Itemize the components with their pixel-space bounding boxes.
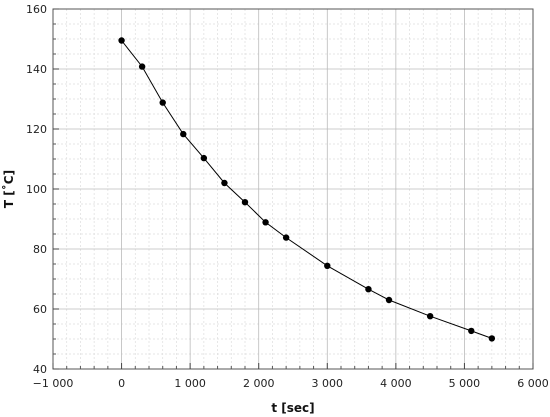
y-tick-labels: 40 60 80 100 120 140 160 [26,3,47,376]
axis-ticks [52,8,534,370]
data-point [138,63,146,70]
x-tick-label: 0 [118,377,125,390]
x-tick-labels: −1 000 0 1 000 2 000 3 000 4 000 5 000 6 000 [33,377,549,390]
data-point [221,179,228,187]
y-tick-label: 60 [33,303,47,316]
x-tick-label: 1 000 [174,377,206,390]
y-tick-label: 140 [26,63,47,76]
data-point [118,37,125,44]
data-point [385,296,393,304]
data-point [241,199,249,206]
x-axis-title: t [sec] [271,401,314,415]
data-point [180,130,187,138]
x-tick-label: −1 000 [33,377,74,390]
y-tick-label: 160 [26,3,47,16]
data-point [468,327,475,335]
data-point [159,99,166,106]
major-grid [52,8,534,370]
data-point [365,286,372,293]
x-tick-label: 4 000 [380,377,412,390]
data-point [426,313,434,320]
x-tick-label: 6 000 [517,377,549,390]
data-point [488,335,496,342]
x-tick-label: 2 000 [243,377,275,390]
data-point [324,262,331,269]
data-point [200,154,208,162]
y-tick-label: 100 [26,183,47,196]
y-tick-label: 120 [26,123,47,136]
data-point [262,219,269,226]
x-tick-label: 5 000 [449,377,481,390]
y-axis-title: T [˚C] [1,170,16,208]
x-tick-label: 3 000 [312,377,344,390]
y-tick-label: 40 [33,363,47,376]
data-point [282,234,290,241]
y-tick-label: 80 [33,243,47,256]
series-layer [118,37,496,342]
